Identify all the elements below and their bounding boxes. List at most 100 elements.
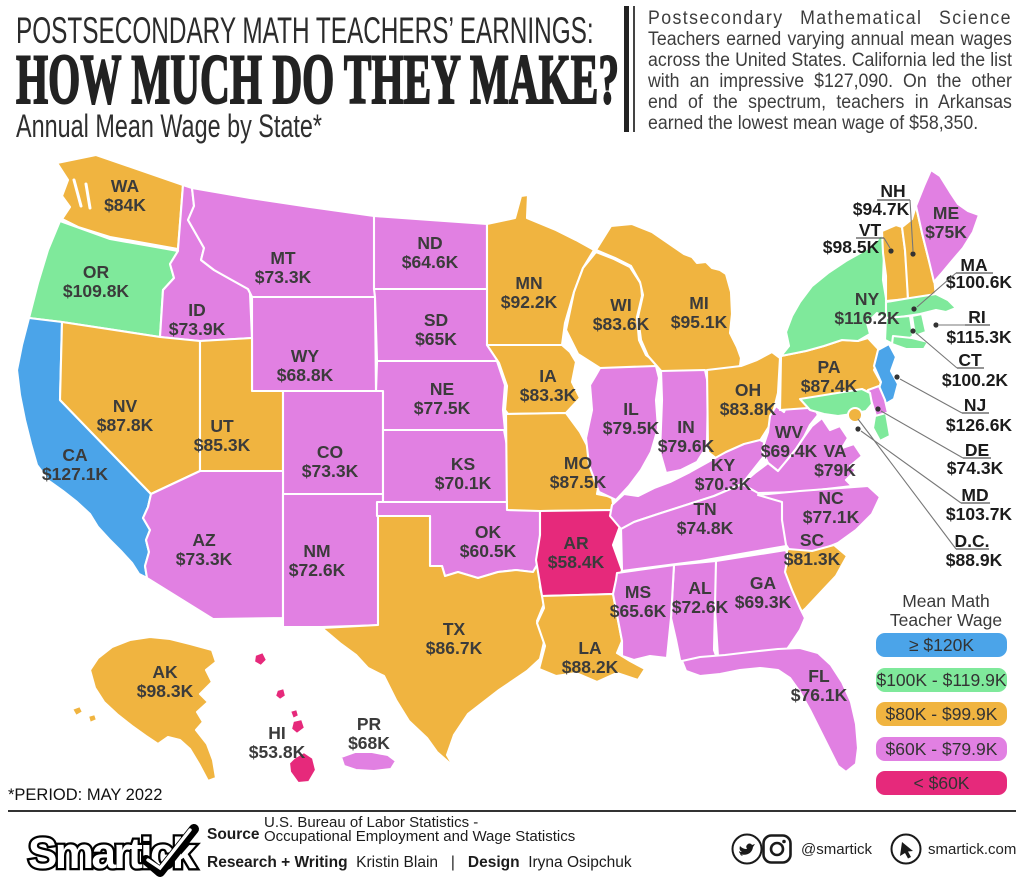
svg-text:LA: LA [578, 638, 602, 658]
svg-text:MI: MI [689, 293, 708, 313]
svg-text:MD: MD [961, 485, 988, 505]
svg-text:IN: IN [677, 417, 695, 437]
svg-text:$70.3K: $70.3K [695, 474, 752, 494]
svg-text:FL: FL [808, 666, 830, 686]
svg-text:$72.6K: $72.6K [672, 597, 729, 617]
svg-text:VT: VT [859, 220, 882, 240]
svg-text:$74.8K: $74.8K [677, 518, 734, 538]
svg-text:$85.3K: $85.3K [194, 435, 251, 455]
svg-text:$86.7K: $86.7K [426, 638, 483, 658]
svg-text:$73.3K: $73.3K [176, 549, 233, 569]
svg-text:PA: PA [817, 357, 840, 377]
svg-text:OR: OR [83, 262, 110, 282]
svg-text:smartick.com: smartick.com [928, 841, 1016, 858]
svg-text:$81.3K: $81.3K [784, 549, 841, 569]
svg-text:TX: TX [443, 619, 466, 639]
svg-text:MA: MA [960, 255, 988, 275]
svg-text:OK: OK [475, 522, 502, 542]
svg-text:$88.2K: $88.2K [562, 657, 619, 677]
svg-text:$73.3K: $73.3K [302, 461, 359, 481]
svg-text:AK: AK [152, 662, 178, 682]
svg-text:$83.8K: $83.8K [720, 399, 777, 419]
svg-text:$60.5K: $60.5K [460, 541, 517, 561]
svg-text:$92.2K: $92.2K [501, 292, 558, 312]
svg-text:$127.1K: $127.1K [42, 464, 109, 484]
svg-text:PR: PR [357, 714, 382, 734]
svg-text:$58.4K: $58.4K [548, 552, 605, 572]
svg-text:AL: AL [688, 578, 712, 598]
svg-text:$88.9K: $88.9K [946, 550, 1003, 570]
svg-text:$95.1K: $95.1K [671, 312, 728, 332]
svg-text:ID: ID [188, 300, 206, 320]
svg-text:ND: ND [417, 233, 442, 253]
svg-text:$94.7K: $94.7K [853, 199, 910, 219]
svg-text:GA: GA [750, 573, 777, 593]
svg-text:MS: MS [625, 582, 651, 602]
svg-text:HI: HI [268, 723, 286, 743]
svg-text:AZ: AZ [192, 530, 216, 550]
svg-text:ME: ME [933, 203, 959, 223]
svg-text:$77.5K: $77.5K [414, 398, 471, 418]
svg-text:$79.5K: $79.5K [603, 418, 660, 438]
svg-text:MO: MO [564, 453, 592, 473]
svg-text:NJ: NJ [964, 395, 986, 415]
svg-text:$74.3K: $74.3K [947, 458, 1004, 478]
svg-text:IL: IL [623, 399, 639, 419]
svg-text:$100.2K: $100.2K [942, 370, 1009, 390]
svg-text:MN: MN [515, 273, 542, 293]
svg-text:CO: CO [317, 442, 343, 462]
svg-text:$75K: $75K [925, 222, 967, 242]
svg-text:$53.8K: $53.8K [249, 742, 306, 762]
svg-text:NE: NE [430, 379, 454, 399]
svg-text:@smartick: @smartick [801, 841, 873, 858]
svg-text:$69.4K: $69.4K [761, 441, 818, 461]
svg-text:$109.8K: $109.8K [63, 281, 130, 301]
svg-text:$98.3K: $98.3K [137, 681, 194, 701]
svg-text:$98.5K: $98.5K [823, 237, 880, 257]
svg-text:$76.1K: $76.1K [791, 685, 848, 705]
svg-text:$116.2K: $116.2K [834, 308, 900, 328]
svg-text:$69.3K: $69.3K [735, 592, 792, 612]
svg-text:$70.1K: $70.1K [435, 473, 492, 493]
svg-text:NM: NM [303, 541, 330, 561]
svg-text:IA: IA [539, 366, 557, 386]
svg-text:$84K: $84K [104, 195, 146, 215]
svg-text:WY: WY [291, 346, 320, 366]
svg-text:$100.6K: $100.6K [946, 272, 1013, 292]
svg-text:$73.3K: $73.3K [255, 267, 312, 287]
svg-text:SD: SD [424, 310, 448, 330]
svg-text:AR: AR [563, 533, 589, 553]
svg-text:SC: SC [800, 530, 825, 550]
svg-text:$72.6K: $72.6K [289, 560, 346, 580]
svg-text:KS: KS [451, 454, 475, 474]
svg-text:MT: MT [270, 248, 296, 268]
svg-text:$115.3K: $115.3K [946, 327, 1012, 347]
svg-text:$79K: $79K [814, 460, 856, 480]
svg-text:$65K: $65K [415, 329, 457, 349]
svg-text:CT: CT [958, 350, 982, 370]
svg-text:WA: WA [111, 176, 140, 196]
svg-text:NV: NV [113, 396, 138, 416]
svg-text:$79.6K: $79.6K [658, 436, 715, 456]
svg-text:WV: WV [775, 422, 804, 442]
svg-text:$126.6K: $126.6K [946, 415, 1013, 435]
svg-text:WI: WI [610, 295, 631, 315]
svg-text:$83.6K: $83.6K [593, 314, 650, 334]
svg-text:$73.9K: $73.9K [169, 319, 226, 339]
svg-text:$64.6K: $64.6K [402, 252, 459, 272]
svg-text:KY: KY [711, 455, 736, 475]
svg-text:$77.1K: $77.1K [803, 507, 860, 527]
svg-text:$68.8K: $68.8K [277, 365, 334, 385]
svg-text:$87.8K: $87.8K [97, 415, 154, 435]
svg-text:D.C.: D.C. [955, 531, 990, 551]
svg-text:$83.3K: $83.3K [520, 385, 577, 405]
svg-text:RI: RI [968, 307, 986, 327]
svg-text:$65.6K: $65.6K [610, 601, 667, 621]
svg-text:VA: VA [823, 441, 846, 461]
svg-text:TN: TN [693, 499, 716, 519]
svg-text:OH: OH [735, 380, 761, 400]
svg-text:DE: DE [965, 440, 989, 460]
svg-text:NH: NH [880, 181, 905, 201]
svg-text:CA: CA [62, 445, 88, 465]
svg-text:$87.5K: $87.5K [550, 472, 607, 492]
